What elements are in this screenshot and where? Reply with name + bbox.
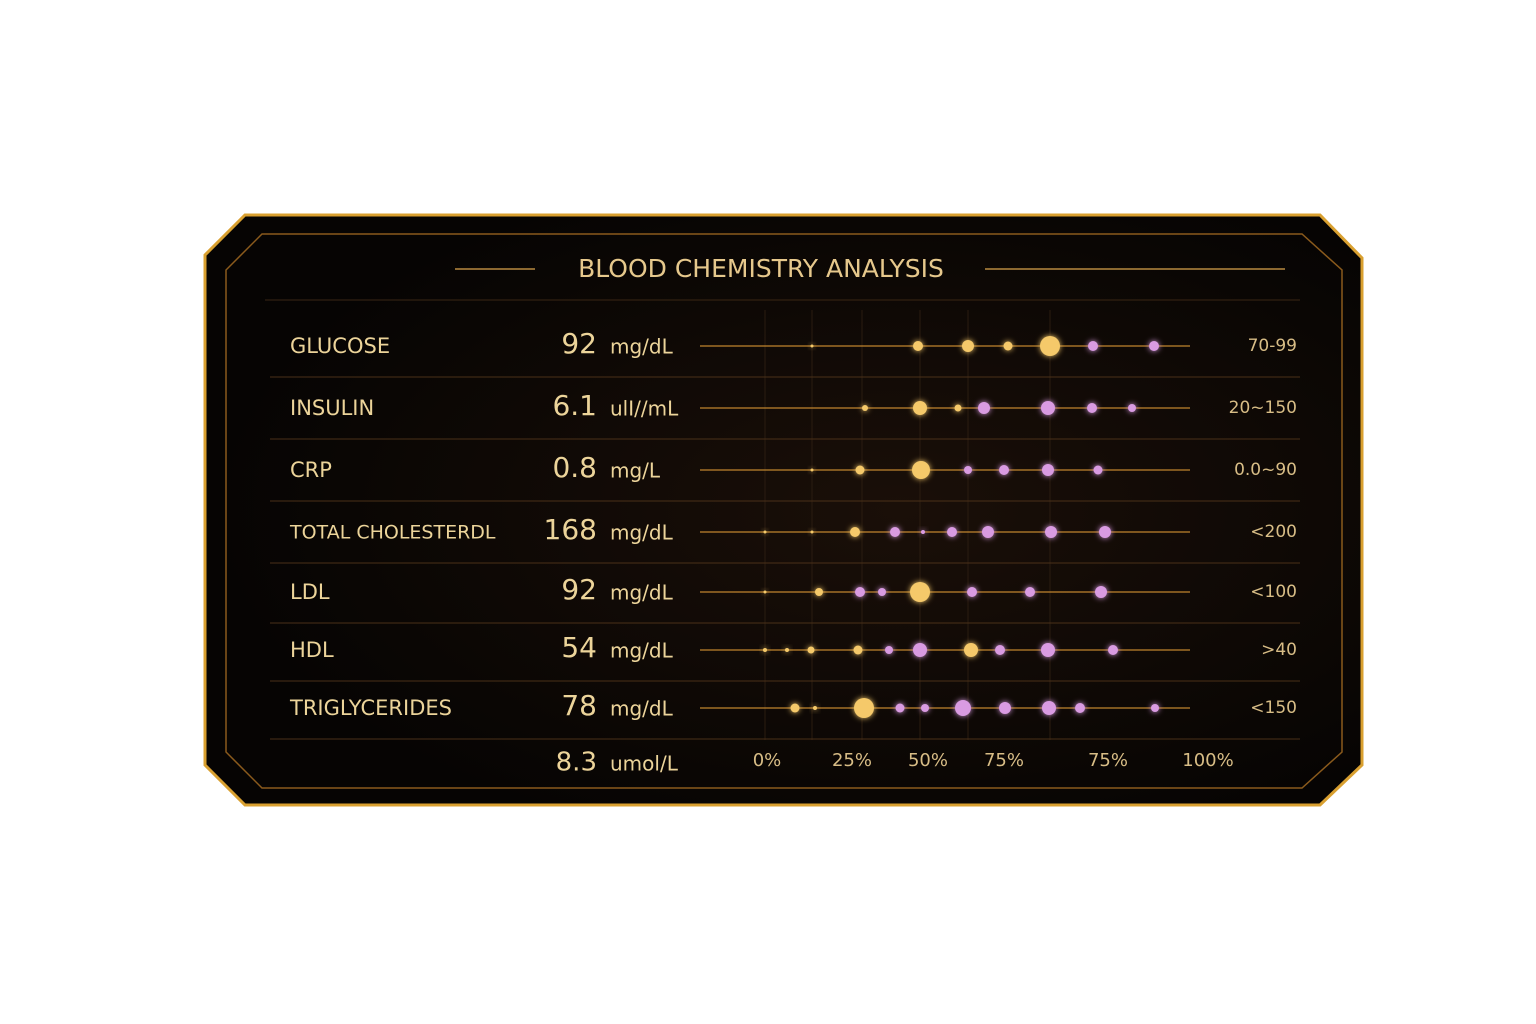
data-dot — [885, 646, 893, 654]
data-dot — [1093, 465, 1103, 475]
test-value: 168 — [544, 513, 597, 546]
reference-range: 0.0~90 — [1234, 460, 1297, 480]
test-value: 6.1 — [552, 389, 597, 422]
data-dot — [763, 530, 767, 534]
test-value: 54 — [561, 631, 597, 664]
test-name: CRP — [290, 458, 332, 482]
test-unit: mg/dL — [610, 335, 674, 359]
data-dot — [895, 703, 905, 713]
test-name: TRIGLYCERIDES — [289, 696, 452, 720]
reference-range: <100 — [1250, 582, 1297, 602]
data-dot — [763, 648, 767, 652]
footer-unit: umol/L — [610, 752, 679, 776]
data-dot — [1128, 404, 1136, 412]
data-dot — [1025, 587, 1035, 597]
data-dot — [854, 698, 874, 718]
data-dot — [978, 402, 990, 414]
data-dot — [962, 340, 974, 352]
data-dot — [763, 590, 767, 594]
test-unit: mg/dL — [610, 521, 674, 545]
data-dot — [1041, 643, 1055, 657]
data-dot — [954, 404, 962, 412]
data-dot — [1003, 341, 1013, 351]
test-unit: ulI//mL — [610, 397, 679, 421]
reference-range: <200 — [1250, 522, 1297, 542]
test-value: 78 — [561, 689, 597, 722]
data-dot — [810, 468, 814, 472]
test-unit: mg/L — [610, 459, 661, 483]
data-dot — [1149, 341, 1159, 351]
test-unit: mg/dL — [610, 697, 674, 721]
data-dot — [862, 405, 868, 411]
data-dot — [995, 645, 1005, 655]
data-dot — [913, 341, 923, 351]
panel — [203, 213, 1364, 807]
data-dot — [890, 527, 900, 537]
data-dot — [913, 401, 927, 415]
data-dot — [964, 466, 972, 474]
data-dot — [964, 643, 978, 657]
scale-label: 0% — [753, 750, 782, 771]
scale-label: 50% — [908, 750, 948, 771]
data-dot — [999, 702, 1011, 714]
scale-label: 25% — [832, 750, 872, 771]
test-value: 0.8 — [552, 451, 597, 484]
test-value: 92 — [561, 573, 597, 606]
footer-value: 8.3 — [556, 748, 597, 778]
data-dot — [913, 643, 927, 657]
data-dot — [785, 648, 789, 652]
data-dot — [1042, 464, 1054, 476]
data-dot — [1095, 586, 1107, 598]
data-dot — [853, 645, 863, 655]
data-dot — [1108, 645, 1118, 655]
data-dot — [878, 588, 886, 596]
data-dot — [1099, 526, 1111, 538]
data-dot — [1045, 526, 1057, 538]
test-name: GLUCOSE — [290, 334, 390, 358]
data-dot — [855, 465, 865, 475]
data-dot — [855, 587, 865, 597]
data-dot — [815, 588, 823, 596]
data-dot — [1151, 704, 1159, 712]
data-dot — [982, 526, 994, 538]
title: BLOOD CHEMISTRY ANALYSIS — [578, 254, 944, 283]
data-dot — [947, 527, 957, 537]
data-dot — [967, 587, 977, 597]
data-dot — [1075, 703, 1085, 713]
test-name: LDL — [290, 580, 330, 604]
panel-inner-border — [225, 233, 1343, 789]
test-name: TOTAL CHOLESTERDL — [289, 522, 496, 544]
scale-label: 100% — [1182, 750, 1233, 771]
reference-range: >40 — [1261, 640, 1297, 660]
data-dot — [910, 582, 930, 602]
reference-range: 20~150 — [1229, 398, 1297, 418]
data-dot — [999, 465, 1009, 475]
data-dot — [790, 703, 800, 713]
data-dot — [921, 530, 925, 534]
data-dot — [850, 527, 860, 537]
data-dot — [955, 700, 971, 716]
data-dot — [807, 646, 815, 654]
reference-range: 70-99 — [1248, 336, 1297, 356]
data-dot — [813, 706, 817, 710]
test-unit: mg/dL — [610, 639, 674, 663]
data-dot — [1041, 401, 1055, 415]
data-dot — [1042, 701, 1056, 715]
data-dot — [912, 461, 930, 479]
reference-range: <150 — [1250, 698, 1297, 718]
test-name: INSULIN — [290, 396, 374, 420]
data-dot — [1088, 341, 1098, 351]
data-dot — [810, 530, 814, 534]
scale-label: 75% — [984, 750, 1024, 771]
data-dot — [810, 344, 814, 348]
data-dot — [1087, 403, 1097, 413]
test-name: HDL — [290, 638, 334, 662]
data-dot — [921, 704, 929, 712]
data-dot — [1040, 336, 1060, 356]
test-value: 92 — [561, 327, 597, 360]
test-unit: mg/dL — [610, 581, 674, 605]
scale-label: 75% — [1088, 750, 1128, 771]
